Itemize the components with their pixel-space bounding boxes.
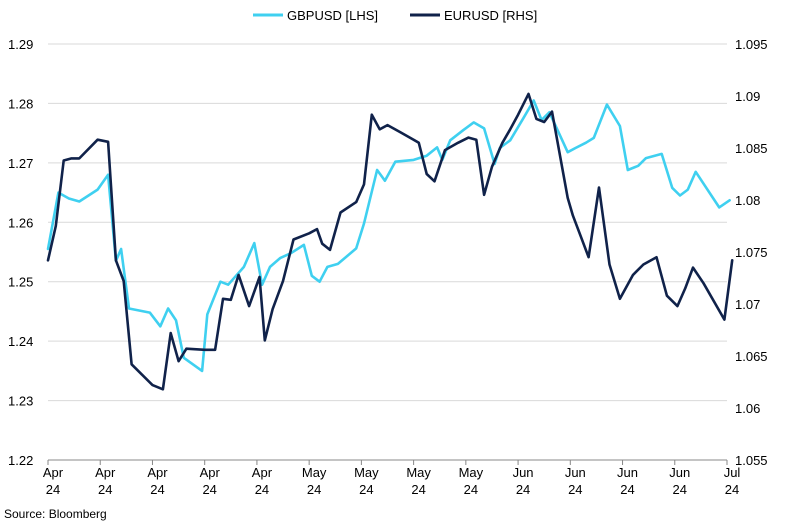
legend: GBPUSD [LHS] EURUSD [RHS] — [253, 8, 537, 23]
legend-label: GBPUSD [LHS] — [287, 8, 378, 23]
x-tick-label: May 24 — [459, 465, 484, 497]
x-tick-label: May 24 — [406, 465, 431, 497]
left-tick-label: 1.23 — [8, 394, 33, 409]
right-tick-label: 1.09 — [735, 89, 760, 104]
x-tick-label: Jun 24 — [513, 465, 534, 497]
x-tick-label: May 24 — [302, 465, 327, 497]
x-tick-label: May 24 — [354, 465, 379, 497]
series-line-gbpusd — [46, 99, 731, 373]
gridlines — [48, 43, 727, 402]
source-note: Source: Bloomberg — [4, 507, 107, 521]
left-tick-label: 1.27 — [8, 156, 33, 171]
left-tick-label: 1.29 — [8, 37, 33, 52]
left-tick-label: 1.25 — [8, 275, 33, 290]
x-tick-label: Jun 24 — [565, 465, 586, 497]
left-axis: 1.22 1.23 1.24 1.25 1.26 1.27 1.28 1.29 — [8, 37, 33, 468]
x-tick-label: Jul 24 — [724, 465, 741, 497]
right-tick-label: 1.06 — [735, 401, 760, 416]
left-tick-label: 1.26 — [8, 215, 33, 230]
left-tick-label: 1.28 — [8, 96, 33, 111]
x-tick-label: Apr 24 — [43, 465, 64, 497]
right-tick-label: 1.08 — [735, 193, 760, 208]
x-tick-label: Jun 24 — [617, 465, 638, 497]
right-tick-label: 1.065 — [735, 349, 768, 364]
right-axis: 1.055 1.06 1.065 1.07 1.075 1.08 1.085 1.09 1.09… — [735, 37, 768, 468]
x-tick-label: Apr 24 — [147, 465, 168, 497]
left-tick-label: 1.22 — [8, 453, 33, 468]
x-tick-label: Apr 24 — [252, 465, 273, 497]
x-axis: Apr 24 Apr 24 Apr 24 Apr 24 Apr 24 May 24 May 24 May 24… — [43, 459, 741, 497]
right-tick-label: 1.07 — [735, 297, 760, 312]
right-tick-label: 1.075 — [735, 245, 768, 260]
series-line-eurusd — [46, 92, 734, 391]
x-tick-label: Apr 24 — [200, 465, 221, 497]
x-tick-label: Jun 24 — [669, 465, 690, 497]
x-tick-label: Apr 24 — [95, 465, 116, 497]
left-tick-label: 1.24 — [8, 334, 33, 349]
right-tick-label: 1.085 — [735, 141, 768, 156]
right-tick-label: 1.055 — [735, 453, 768, 468]
series-lines — [46, 92, 734, 391]
right-tick-label: 1.095 — [735, 37, 768, 52]
legend-label: EURUSD [RHS] — [444, 8, 537, 23]
